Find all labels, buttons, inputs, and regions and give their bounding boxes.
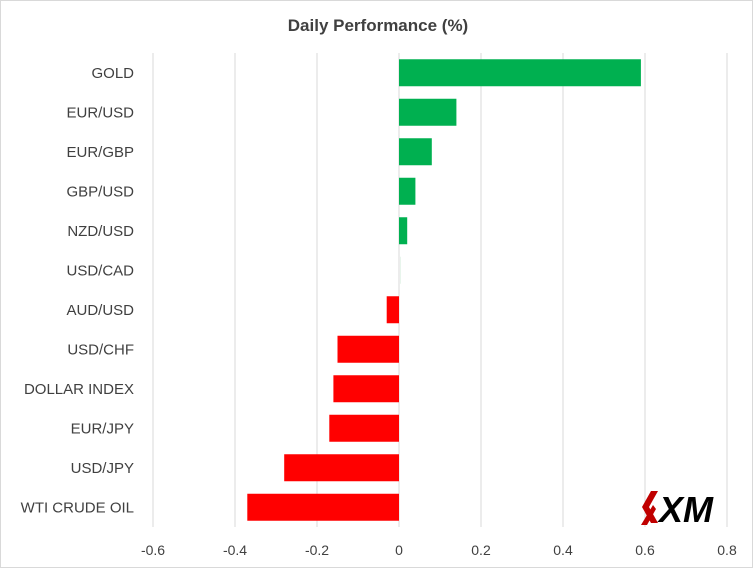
chart-title: Daily Performance (%): [288, 16, 468, 35]
category-label: AUD/USD: [66, 302, 134, 319]
bar-eur-usd: [399, 98, 457, 126]
category-label: NZD/USD: [67, 223, 134, 240]
bar-dollar-index: [333, 375, 399, 403]
xm-logo-text: XM: [657, 489, 714, 529]
x-tick-label: 0: [395, 542, 403, 558]
x-tick-label: 0.6: [635, 542, 655, 558]
xm-logo-icon: XM: [641, 489, 714, 529]
x-tick-label: 0.4: [553, 542, 573, 558]
bar-gold: [399, 59, 641, 87]
category-label: GBP/USD: [66, 183, 134, 200]
x-tick-label: 0.8: [717, 542, 737, 558]
category-label: WTI CRUDE OIL: [21, 499, 134, 516]
bar-usd-chf: [337, 335, 399, 363]
x-tick-label: -0.4: [223, 542, 247, 558]
category-label: EUR/GBP: [66, 144, 134, 161]
x-tick-label: -0.2: [305, 542, 329, 558]
bar-aud-usd: [386, 296, 399, 324]
bar-wti-crude-oil: [247, 493, 399, 521]
bar-nzd-usd: [399, 217, 408, 245]
category-label: EUR/JPY: [71, 420, 134, 437]
bar-eur-gbp: [399, 138, 432, 166]
x-tick-label: 0.2: [471, 542, 491, 558]
bar-usd-cad: [400, 256, 401, 284]
category-label: DOLLAR INDEX: [24, 381, 134, 398]
category-label: GOLD: [91, 65, 134, 82]
bars: [247, 59, 641, 521]
category-label: USD/JPY: [71, 460, 134, 477]
category-labels: GOLD EUR/USD EUR/GBP GBP/USD NZD/USD USD/CAD A…: [21, 65, 135, 517]
bar-usd-jpy: [284, 454, 399, 482]
category-label: USD/CAD: [66, 262, 134, 279]
gridlines: [152, 53, 728, 527]
bar-gbp-usd: [399, 177, 416, 205]
x-tick-labels: -0.6 -0.4 -0.2 0 0.2 0.4 0.6 0.8: [141, 542, 737, 558]
x-tick-label: -0.6: [141, 542, 165, 558]
category-label: USD/CHF: [67, 341, 134, 358]
category-label: EUR/USD: [66, 104, 134, 121]
bar-eur-jpy: [329, 414, 399, 442]
